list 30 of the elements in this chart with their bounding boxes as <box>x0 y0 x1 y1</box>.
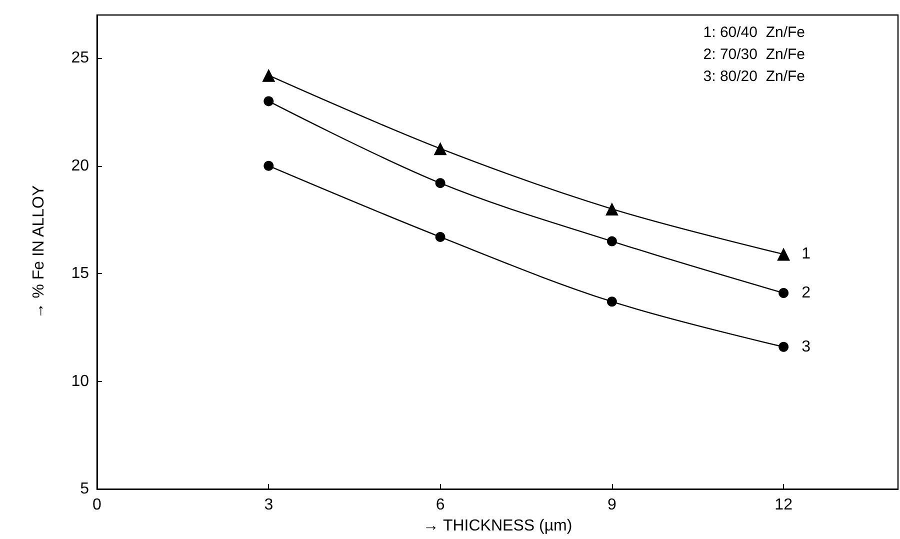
x-tick-label: 9 <box>607 496 616 514</box>
point <box>778 288 789 298</box>
point <box>435 178 446 188</box>
y-axis-title: → % Fe IN ALLOY <box>30 185 48 319</box>
point <box>264 160 274 171</box>
series-label: 3 <box>802 338 811 356</box>
annotation: 2: 70/30 Zn/Fe <box>703 46 806 63</box>
point <box>435 232 446 242</box>
series-label: 1 <box>802 246 811 263</box>
point <box>606 236 617 246</box>
y-tick-label: 10 <box>71 372 90 390</box>
point <box>778 342 789 352</box>
point <box>264 96 274 106</box>
x-tick-label: 12 <box>774 496 793 514</box>
x-tick-label: 6 <box>436 496 445 514</box>
point <box>777 248 790 261</box>
series-label: 2 <box>802 284 811 302</box>
x-tick-label: 0 <box>92 496 102 514</box>
point <box>262 68 276 82</box>
y-tick-label: 15 <box>71 265 90 282</box>
y-tick-label: 20 <box>71 157 90 174</box>
x-tick-label: 3 <box>264 496 274 514</box>
x-axis-title: → THICKNESS (µm) <box>422 518 572 534</box>
y-tick-label: 5 <box>80 480 90 498</box>
point <box>606 296 617 307</box>
annotation: 3: 80/20 Zn/Fe <box>703 68 806 85</box>
y-tick-label: 25 <box>71 50 90 67</box>
point <box>434 142 447 156</box>
annotation: 1: 60/40 Zn/Fe <box>703 24 806 41</box>
point <box>605 202 618 216</box>
